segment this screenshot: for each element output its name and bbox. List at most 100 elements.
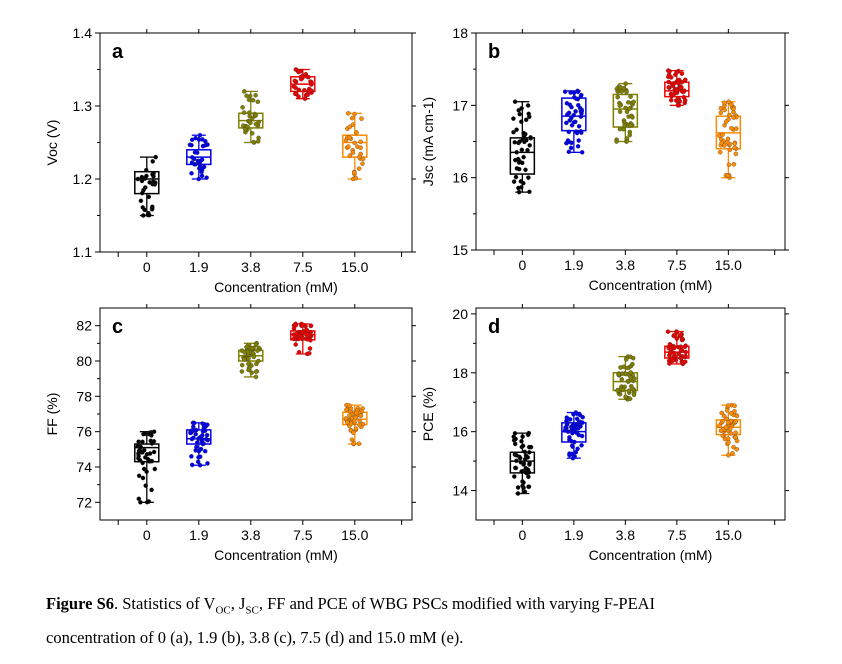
data-point (523, 453, 529, 458)
data-point (682, 98, 688, 103)
data-point (517, 139, 522, 144)
data-point (142, 431, 148, 436)
y-axis-label: FF (%) (44, 393, 60, 436)
data-point (294, 331, 300, 336)
data-point (671, 332, 677, 338)
figure-caption: Figure S6. Statistics of VOC, JSC, FF an… (46, 590, 806, 652)
data-point (347, 153, 353, 158)
data-point (350, 122, 356, 127)
data-point (200, 143, 206, 149)
box-15.0 (342, 111, 368, 182)
data-point (671, 345, 677, 351)
data-point (726, 452, 731, 458)
box-0 (134, 429, 160, 505)
data-point (580, 414, 585, 420)
data-point (296, 87, 302, 93)
data-point (253, 113, 259, 118)
data-point (527, 450, 532, 455)
data-point (191, 424, 196, 430)
data-point (567, 452, 572, 458)
data-point (628, 94, 633, 99)
data-point (720, 419, 725, 424)
data-point (579, 433, 585, 439)
data-point (296, 336, 301, 342)
data-point (351, 440, 357, 446)
data-point (521, 130, 526, 136)
x-tick-label: 15.0 (341, 259, 368, 275)
data-point (359, 116, 364, 121)
data-point (205, 142, 210, 147)
data-point (249, 370, 255, 375)
data-point (719, 410, 724, 416)
data-point (251, 139, 256, 145)
data-point (517, 455, 523, 461)
data-point (615, 388, 621, 393)
data-point (140, 460, 145, 466)
data-point (623, 357, 629, 362)
data-point (731, 106, 736, 112)
data-point (136, 442, 141, 448)
data-point (733, 430, 738, 435)
caption-text-2: , J (230, 594, 246, 613)
data-point (354, 130, 359, 135)
data-point (571, 112, 576, 118)
y-tick-label: 16 (452, 424, 468, 440)
data-point (565, 429, 571, 434)
data-point (623, 105, 628, 111)
data-point (140, 439, 145, 445)
caption-text-3: , FF and PCE of WBG PSCs modified with v… (258, 594, 656, 613)
data-point (720, 132, 725, 137)
data-point (576, 124, 582, 129)
data-point (615, 94, 620, 100)
box-15.0 (715, 402, 742, 458)
data-point (523, 470, 528, 475)
data-point (674, 70, 679, 75)
data-point (676, 351, 682, 357)
data-point (292, 78, 298, 84)
data-point (625, 378, 631, 384)
caption-label: Figure S6 (46, 594, 114, 613)
data-point (304, 332, 310, 337)
plot-frame (475, 307, 786, 521)
x-tick-label: 15.0 (341, 527, 368, 543)
data-point (682, 344, 688, 350)
data-point (293, 342, 298, 347)
data-point (671, 81, 677, 86)
data-point (151, 449, 157, 455)
x-tick-label: 7.5 (667, 257, 687, 273)
data-point (727, 426, 733, 432)
data-point (244, 93, 249, 99)
x-tick-label: 1.9 (564, 527, 584, 543)
data-point (526, 175, 531, 180)
data-point (514, 150, 519, 155)
data-point (255, 139, 261, 144)
box-iqr (342, 134, 368, 158)
box-0 (134, 154, 160, 218)
data-point (296, 69, 301, 75)
data-point (631, 99, 636, 105)
data-point (630, 361, 635, 367)
data-point (140, 190, 145, 196)
data-point (346, 144, 351, 149)
data-point (511, 129, 516, 135)
data-point (357, 154, 362, 160)
data-point (513, 465, 518, 471)
data-point (351, 170, 357, 175)
data-point (253, 93, 258, 98)
data-point (146, 194, 152, 200)
data-point (304, 327, 310, 333)
data-point (204, 175, 209, 180)
data-point (566, 110, 572, 116)
data-point (631, 392, 637, 398)
caption-line-1: Figure S6. Statistics of VOC, JSC, FF an… (46, 590, 806, 624)
data-point (628, 370, 633, 375)
box-7.5 (290, 67, 316, 101)
box-1.9 (561, 410, 587, 461)
data-point (347, 124, 353, 130)
data-point (293, 85, 298, 90)
data-point (511, 179, 517, 184)
data-point (622, 123, 627, 128)
data-point (573, 449, 579, 455)
data-point (573, 109, 578, 114)
